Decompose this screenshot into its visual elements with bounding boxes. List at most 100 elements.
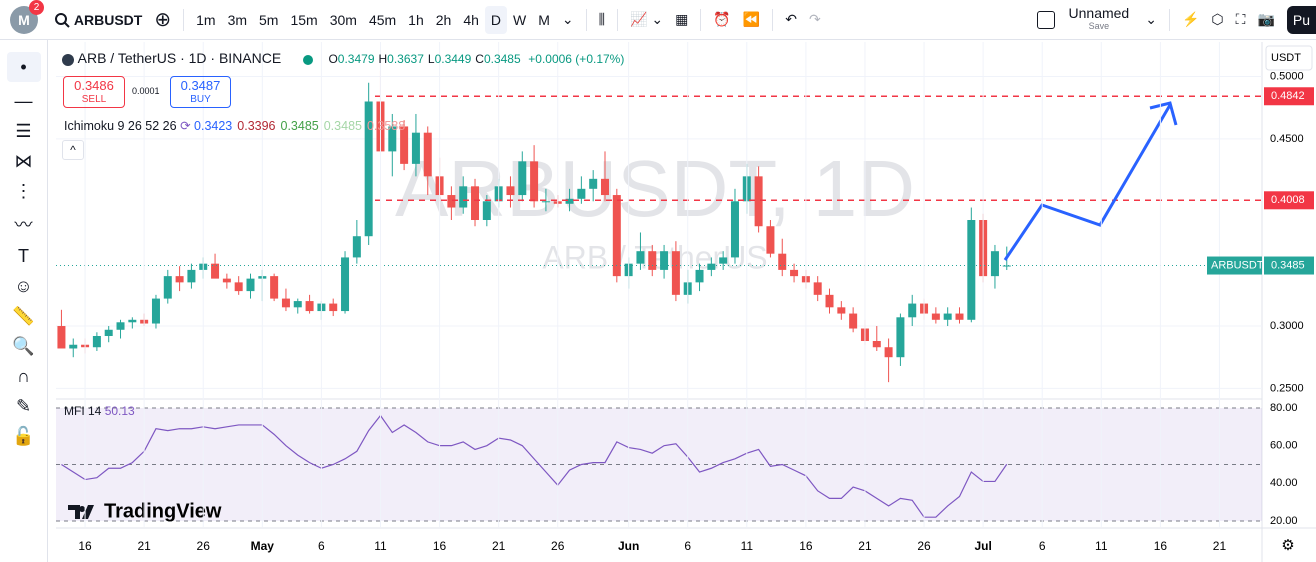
- snapshot[interactable]: 📷: [1257, 11, 1275, 27]
- candle-body: [128, 319, 137, 323]
- cursor-tool[interactable]: •: [6, 52, 41, 82]
- ohlc-value: 0.3485: [483, 52, 521, 66]
- price-level-tag: [1264, 191, 1314, 210]
- candle-body: [600, 178, 609, 196]
- candle-body: [116, 322, 125, 330]
- currency-box[interactable]: [1265, 45, 1313, 71]
- measure-tool[interactable]: 📏: [12, 306, 35, 326]
- brand-text: TradingView: [104, 500, 222, 522]
- candle-body: [187, 269, 196, 283]
- candle-body: [943, 313, 952, 320]
- layout-menu[interactable]: ⌄: [1145, 11, 1157, 27]
- candle-body: [648, 251, 657, 270]
- legend-header: ARB / TetherUS · 1D · BINANCE O0.3479 H0.…: [62, 50, 624, 66]
- replay[interactable]: ⏪: [742, 11, 761, 27]
- x-tick-label: 16: [433, 539, 447, 553]
- candle-body: [813, 282, 822, 295]
- collapse-legend[interactable]: ^: [62, 140, 84, 160]
- interval[interactable]: 30m: [329, 11, 357, 28]
- undo[interactable]: ↶: [785, 11, 798, 27]
- last-name: ARBUSDT: [1211, 259, 1264, 271]
- candle-body: [459, 186, 468, 208]
- interval[interactable]: 45m: [368, 11, 397, 28]
- candle-body: [565, 198, 574, 204]
- fullscreen[interactable]: ⛶: [1235, 11, 1246, 27]
- candle-body: [411, 132, 420, 164]
- candle-body: [530, 161, 539, 202]
- mfi-line: [61, 414, 1008, 518]
- candle-body: [175, 276, 184, 283]
- candle-body: [766, 226, 775, 254]
- market-status: [302, 54, 313, 65]
- last-price-label: 0.3485: [1271, 259, 1305, 271]
- candle-body: [967, 220, 976, 320]
- x-tick-label: Jun: [618, 539, 639, 553]
- fib-tool[interactable]: ☰: [15, 121, 32, 141]
- candle-body: [281, 298, 290, 308]
- indicator-value: 0.3485: [280, 119, 319, 133]
- candle-body: [211, 263, 220, 279]
- interval[interactable]: 2h: [435, 11, 452, 28]
- mfi-legend: MFI 14 50.13: [64, 404, 135, 418]
- indicators[interactable]: 📈 ⌄: [630, 11, 664, 27]
- separator: [772, 8, 774, 31]
- layout[interactable]: Unnamed Save: [1069, 6, 1130, 33]
- interval[interactable]: D: [484, 5, 508, 34]
- publish[interactable]: Pu: [1286, 5, 1316, 34]
- candle-body: [837, 307, 846, 314]
- forecast-tool[interactable]: ⋮: [14, 181, 33, 201]
- lock-draw-tool[interactable]: ✎: [15, 396, 32, 416]
- x-tick-label: 6: [1039, 539, 1046, 553]
- redo[interactable]: ↷: [809, 11, 821, 27]
- legend-title: ARB / TetherUS · 1D · BINANCE: [77, 50, 282, 66]
- x-tick-label: 26: [917, 539, 931, 553]
- interval[interactable]: 15m: [290, 11, 318, 28]
- layout-icon[interactable]: [1036, 10, 1055, 29]
- candle-body: [341, 257, 350, 312]
- candle-body: [1002, 265, 1011, 267]
- zoom-tool[interactable]: 🔍: [12, 336, 35, 356]
- chart-type[interactable]: ⫼: [598, 11, 606, 27]
- magnet-tool[interactable]: ∩: [17, 366, 30, 386]
- mfi-tick-label: 20.00: [1270, 515, 1298, 527]
- candle-body: [423, 132, 432, 177]
- interval[interactable]: W: [513, 11, 527, 28]
- quick-search[interactable]: ⚡: [1181, 11, 1200, 27]
- interval[interactable]: M: [538, 11, 550, 28]
- interval[interactable]: 4h: [463, 11, 479, 28]
- x-tick-label: 26: [197, 539, 211, 553]
- interval[interactable]: 3m: [227, 11, 248, 28]
- currency: USDT: [1271, 52, 1301, 64]
- sell-price: 0.3486: [74, 78, 114, 93]
- text-tool[interactable]: T: [18, 246, 29, 266]
- compare[interactable]: ⊕: [154, 9, 172, 31]
- avatar[interactable]: M 2: [0, 0, 48, 34]
- candle-body: [388, 126, 397, 152]
- symbol-search[interactable]: ARBUSDT: [48, 6, 148, 34]
- lock-tool[interactable]: 🔓: [12, 426, 35, 446]
- icon-tool[interactable]: ☺: [14, 276, 33, 296]
- sell-button[interactable]: 0.3486 SELL: [63, 76, 125, 108]
- axis-settings[interactable]: ⚙: [1281, 537, 1294, 554]
- mfi-tick-label: 40.00: [1270, 477, 1298, 489]
- candle-body: [990, 251, 999, 277]
- alert[interactable]: ⏰: [713, 11, 731, 27]
- last-name-tag: [1207, 256, 1262, 275]
- price-level-tag: [1264, 87, 1314, 106]
- pattern-tool[interactable]: ⋈: [14, 151, 33, 171]
- interval[interactable]: 1h: [408, 11, 424, 28]
- brush-tool[interactable]: 〰: [14, 215, 33, 235]
- templates[interactable]: ▦: [675, 11, 689, 27]
- interval[interactable]: 5m: [259, 11, 279, 28]
- mfi-title: MFI 14: [64, 404, 102, 418]
- buy-button[interactable]: 0.3487 BUY: [170, 76, 231, 108]
- candle-body: [636, 251, 645, 264]
- search-icon: [55, 12, 70, 28]
- interval-menu[interactable]: ⌄: [561, 11, 574, 27]
- interval[interactable]: 1m: [196, 11, 216, 28]
- x-tick-label: 26: [551, 539, 565, 553]
- settings[interactable]: ⬡: [1211, 11, 1224, 27]
- line-tool[interactable]: —: [14, 91, 33, 111]
